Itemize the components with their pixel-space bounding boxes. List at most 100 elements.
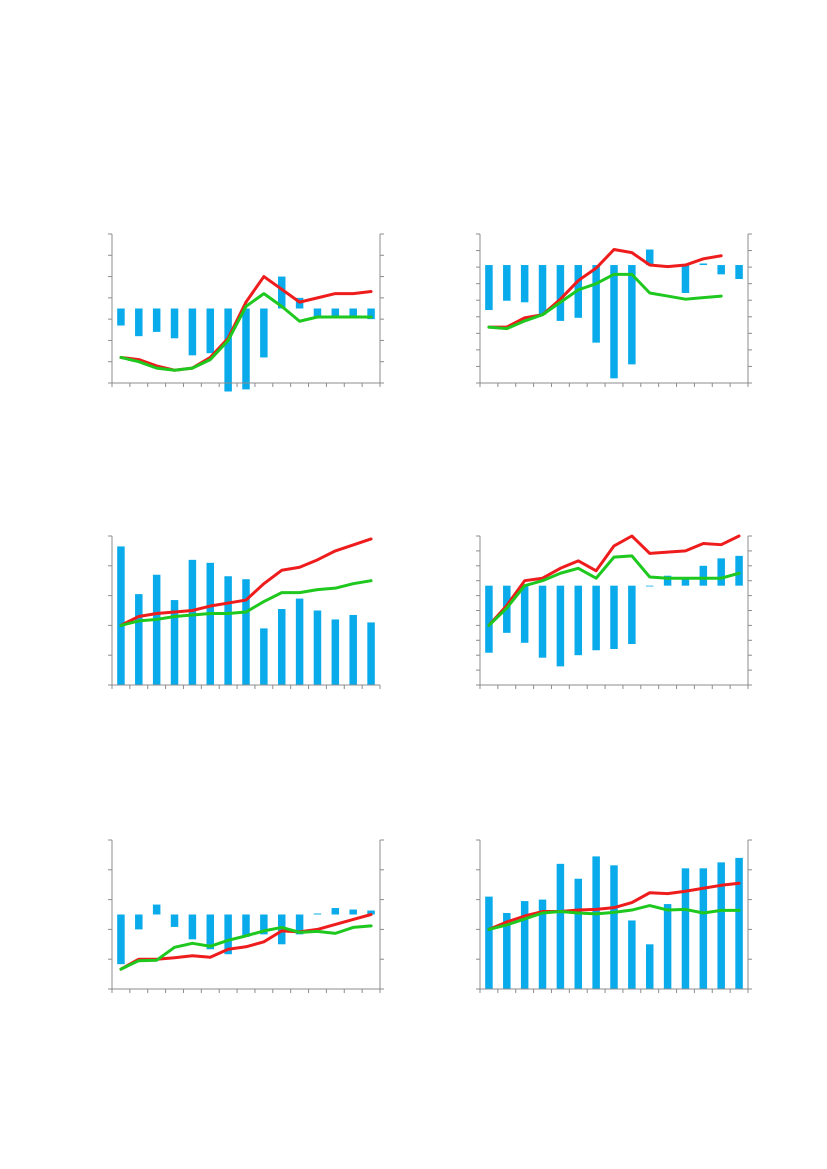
bar-11 [663,904,672,989]
bar-6 [206,562,215,685]
bar-15 [367,622,375,685]
bar-9 [628,920,636,989]
bar-5 [556,265,565,321]
chart-3 [108,535,381,689]
chart-2 [476,233,752,387]
bar-1 [117,914,125,965]
bar-11 [295,914,304,935]
bar-15 [367,910,375,915]
bar-7 [592,856,600,989]
bar-14 [349,614,357,685]
bar-8 [242,914,250,937]
bar-14 [349,308,357,318]
bar-13 [331,308,340,318]
bar-1 [117,546,125,685]
bar-1 [485,585,493,653]
bar-1 [485,896,493,989]
bar-9 [260,628,268,685]
bar-8 [610,265,618,379]
bar-4 [538,585,547,658]
chart-1 [108,233,384,392]
bar-1 [117,308,125,326]
green-series-line [487,554,741,627]
bar-12 [681,868,690,989]
bar-10 [645,944,654,989]
bar-2 [503,265,511,301]
bar-3 [520,901,529,989]
bar-3 [152,904,161,915]
bar-5 [188,308,197,356]
bar-8 [610,585,618,649]
bar-10 [645,585,654,587]
bar-14 [717,265,725,275]
bar-8 [610,865,618,989]
bar-6 [574,878,583,989]
red-series-line [487,534,741,627]
bar-4 [538,899,547,989]
bar-14 [717,862,725,989]
bar-4 [170,914,179,927]
bar-7 [592,265,600,343]
red-series-line [119,913,373,971]
bar-14 [349,909,357,915]
bar-1 [485,265,493,311]
green-series-line [487,904,741,931]
bar-4 [170,600,179,685]
bar-12 [313,913,322,915]
bar-4 [538,265,547,315]
bar-3 [520,265,529,303]
bar-15 [735,857,743,989]
bar-3 [520,585,529,643]
bar-7 [592,585,600,651]
bar-15 [367,308,375,320]
bar-12 [681,265,690,293]
bar-12 [313,610,322,685]
green-series-line [487,272,723,331]
chart-5 [108,839,384,993]
bar-7 [224,576,232,685]
bar-4 [170,308,179,339]
bar-2 [135,594,143,685]
chart-4 [476,534,752,689]
bar-13 [331,619,340,685]
bar-6 [206,308,215,354]
red-series-line [119,537,373,627]
bar-5 [556,863,565,989]
bar-15 [735,555,743,586]
bar-3 [152,308,161,332]
bar-5 [188,559,197,685]
bar-11 [295,598,304,685]
bar-5 [188,914,197,940]
bar-13 [331,908,340,915]
bar-13 [699,263,708,266]
bar-5 [556,585,565,667]
bar-7 [224,308,232,392]
bar-15 [735,265,743,280]
green-series-line [119,292,373,372]
green-series-line [119,924,373,971]
bar-6 [206,914,215,950]
bar-12 [681,578,690,586]
bar-2 [503,913,511,989]
bar-7 [224,914,232,955]
red-series-line [487,881,741,931]
bar-11 [663,575,672,586]
bar-10 [645,249,654,266]
bar-10 [277,609,286,685]
bar-9 [260,308,268,358]
bar-14 [717,558,725,586]
bar-12 [313,308,322,318]
bar-13 [699,565,708,586]
green-series-line [119,579,373,627]
bar-3 [152,574,161,685]
bar-2 [135,308,143,337]
red-series-line [487,248,723,329]
bar-13 [699,868,708,989]
chart-6 [476,839,752,993]
bar-8 [242,308,250,390]
bar-9 [628,265,636,365]
bar-9 [628,585,636,645]
bar-10 [277,276,286,309]
bar-8 [242,579,250,685]
